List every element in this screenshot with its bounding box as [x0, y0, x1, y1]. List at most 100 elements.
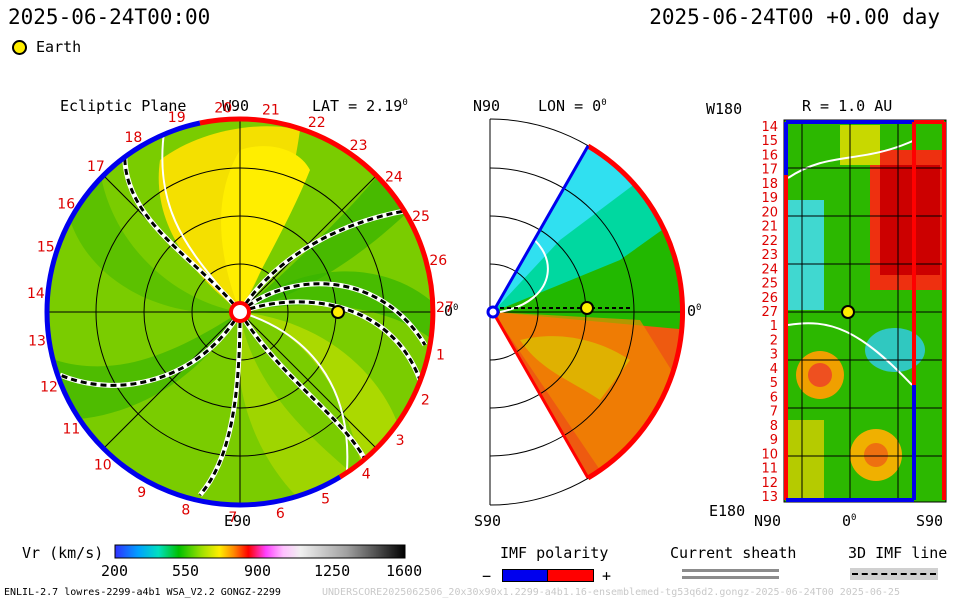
ecliptic-title: Ecliptic Plane: [60, 97, 187, 115]
current-sheath-title: Current sheath: [670, 544, 797, 562]
carrington-label: 2: [421, 393, 430, 409]
sphere-y-label: 25: [761, 277, 778, 292]
sphere-x-s: S90: [916, 512, 944, 530]
carrington-label: 20: [214, 101, 232, 117]
imf-polarity-positive-swatch: [547, 569, 594, 582]
sphere-y-label: 19: [761, 191, 778, 206]
meridional-right-label: 00: [687, 302, 702, 320]
carrington-label: 9: [137, 485, 146, 501]
ecliptic-rim-negative: [44, 311, 241, 508]
footer-right: UNDERSCORE2025062506_20x30x90x1.2299-a4b…: [322, 587, 900, 598]
carrington-label: 27: [436, 300, 454, 316]
sphere-y-label: 4: [770, 362, 778, 377]
sphere-y-label: 18: [761, 177, 778, 192]
meridional-s-label: S90: [474, 512, 502, 530]
meridional-lon-label: LON = 00: [538, 97, 607, 115]
sphere-y-label: 8: [770, 419, 778, 434]
sphere-y-label: 7: [770, 405, 778, 420]
earth-legend: Earth: [12, 38, 81, 56]
carrington-label: 25: [412, 209, 430, 225]
sphere-y-labels: 1415161718192021222324252627123456789101…: [761, 120, 778, 505]
sphere-x-n: N90: [754, 512, 782, 530]
colorbar-title: Vr (km/s): [22, 544, 104, 562]
footer-left: ENLIL-2.7 lowres-2299-a4b1 WSA_V2.2 GONG…: [4, 587, 281, 598]
sphere-y-label: 20: [761, 205, 778, 220]
carrington-label: 4: [362, 467, 371, 483]
imf-line-title: 3D IMF line: [848, 544, 948, 562]
sphere-y-label: 15: [761, 134, 778, 149]
carrington-label: 22: [308, 115, 326, 131]
sphere-y-label: 6: [770, 390, 778, 405]
ecliptic-lat-label: LAT = 2.190: [312, 97, 408, 115]
earth-marker-sphere: [841, 305, 855, 319]
carrington-label: 19: [168, 110, 186, 126]
sphere-y-label: 21: [761, 220, 778, 235]
sphere-y-label: 16: [761, 149, 778, 164]
carrington-label: 24: [385, 170, 403, 186]
carrington-label: 6: [276, 506, 285, 522]
carrington-label: 5: [321, 491, 330, 507]
imf-line-sample: [850, 568, 938, 580]
sphere-y-label: 2: [770, 334, 778, 349]
sphere-y-label: 26: [761, 291, 778, 306]
carrington-label: 23: [350, 138, 368, 154]
sphere-y-label: 22: [761, 234, 778, 249]
carrington-label: 17: [87, 159, 105, 175]
carrington-label: 12: [40, 380, 58, 396]
colorbar-tick-1250: 1250: [314, 562, 351, 580]
datetime-left: 2025-06-24T00:00: [8, 5, 211, 29]
earth-marker-ecliptic: [331, 305, 345, 319]
datetime-right: 2025-06-24T00 +0.00 day: [649, 5, 940, 29]
colorbar-tick-200: 200: [101, 562, 129, 580]
colorbar-tick-1600: 1600: [386, 562, 423, 580]
colorbar-tick-900: 900: [244, 562, 272, 580]
sphere-y-label: 13: [761, 490, 778, 505]
sphere-y-label: 14: [761, 120, 778, 135]
earth-icon: [12, 40, 27, 55]
imf-polarity-negative-swatch: [502, 569, 549, 582]
sphere-y-label: 9: [770, 433, 778, 448]
carrington-label: 13: [28, 334, 46, 350]
sphere-y-label: 27: [761, 305, 778, 320]
sphere-y-label: 12: [761, 476, 778, 491]
sphere-y-label: 10: [761, 447, 778, 462]
ecliptic-rim-positive: [239, 116, 436, 480]
carrington-label: 14: [27, 286, 45, 302]
sphere-y-label: 24: [761, 262, 778, 277]
carrington-label: 18: [124, 130, 142, 146]
imf-polarity-plus: +: [602, 567, 612, 585]
ecliptic-top-label: W90: [222, 97, 250, 115]
imf-polarity-title: IMF polarity: [500, 544, 609, 562]
sphere-y-label: 17: [761, 163, 778, 178]
sphere-y-label: 5: [770, 376, 778, 391]
carrington-label: 11: [62, 422, 80, 438]
meridional-n-label: N90: [473, 97, 501, 115]
colorbar-tick-550: 550: [172, 562, 200, 580]
carrington-label: 15: [37, 239, 55, 255]
sphere-y-label: 11: [761, 462, 778, 477]
carrington-label: 21: [262, 102, 280, 118]
sphere-y-label: 23: [761, 248, 778, 263]
imf-polarity-minus: −: [482, 567, 492, 585]
ecliptic-bottom-label: E90: [224, 512, 252, 530]
carrington-label: 1: [436, 348, 445, 364]
carrington-label: 26: [429, 253, 447, 269]
sphere-top-label: W180: [706, 100, 743, 118]
sphere-y-label: 1: [770, 319, 778, 334]
current-sheath-line-top: [682, 569, 779, 572]
sphere-bottom-label: E180: [709, 502, 746, 520]
carrington-label: 7: [228, 510, 237, 526]
carrington-label: 3: [396, 433, 405, 449]
sphere-y-label: 3: [770, 348, 778, 363]
current-sheath-line-bottom: [682, 576, 779, 579]
earth-legend-label: Earth: [36, 38, 82, 56]
sphere-r-label: R = 1.0 AU: [802, 97, 893, 115]
ecliptic-right-label: 00: [444, 302, 459, 320]
earth-marker-meridional: [580, 301, 594, 315]
sphere-x-zero: 00: [842, 512, 857, 530]
